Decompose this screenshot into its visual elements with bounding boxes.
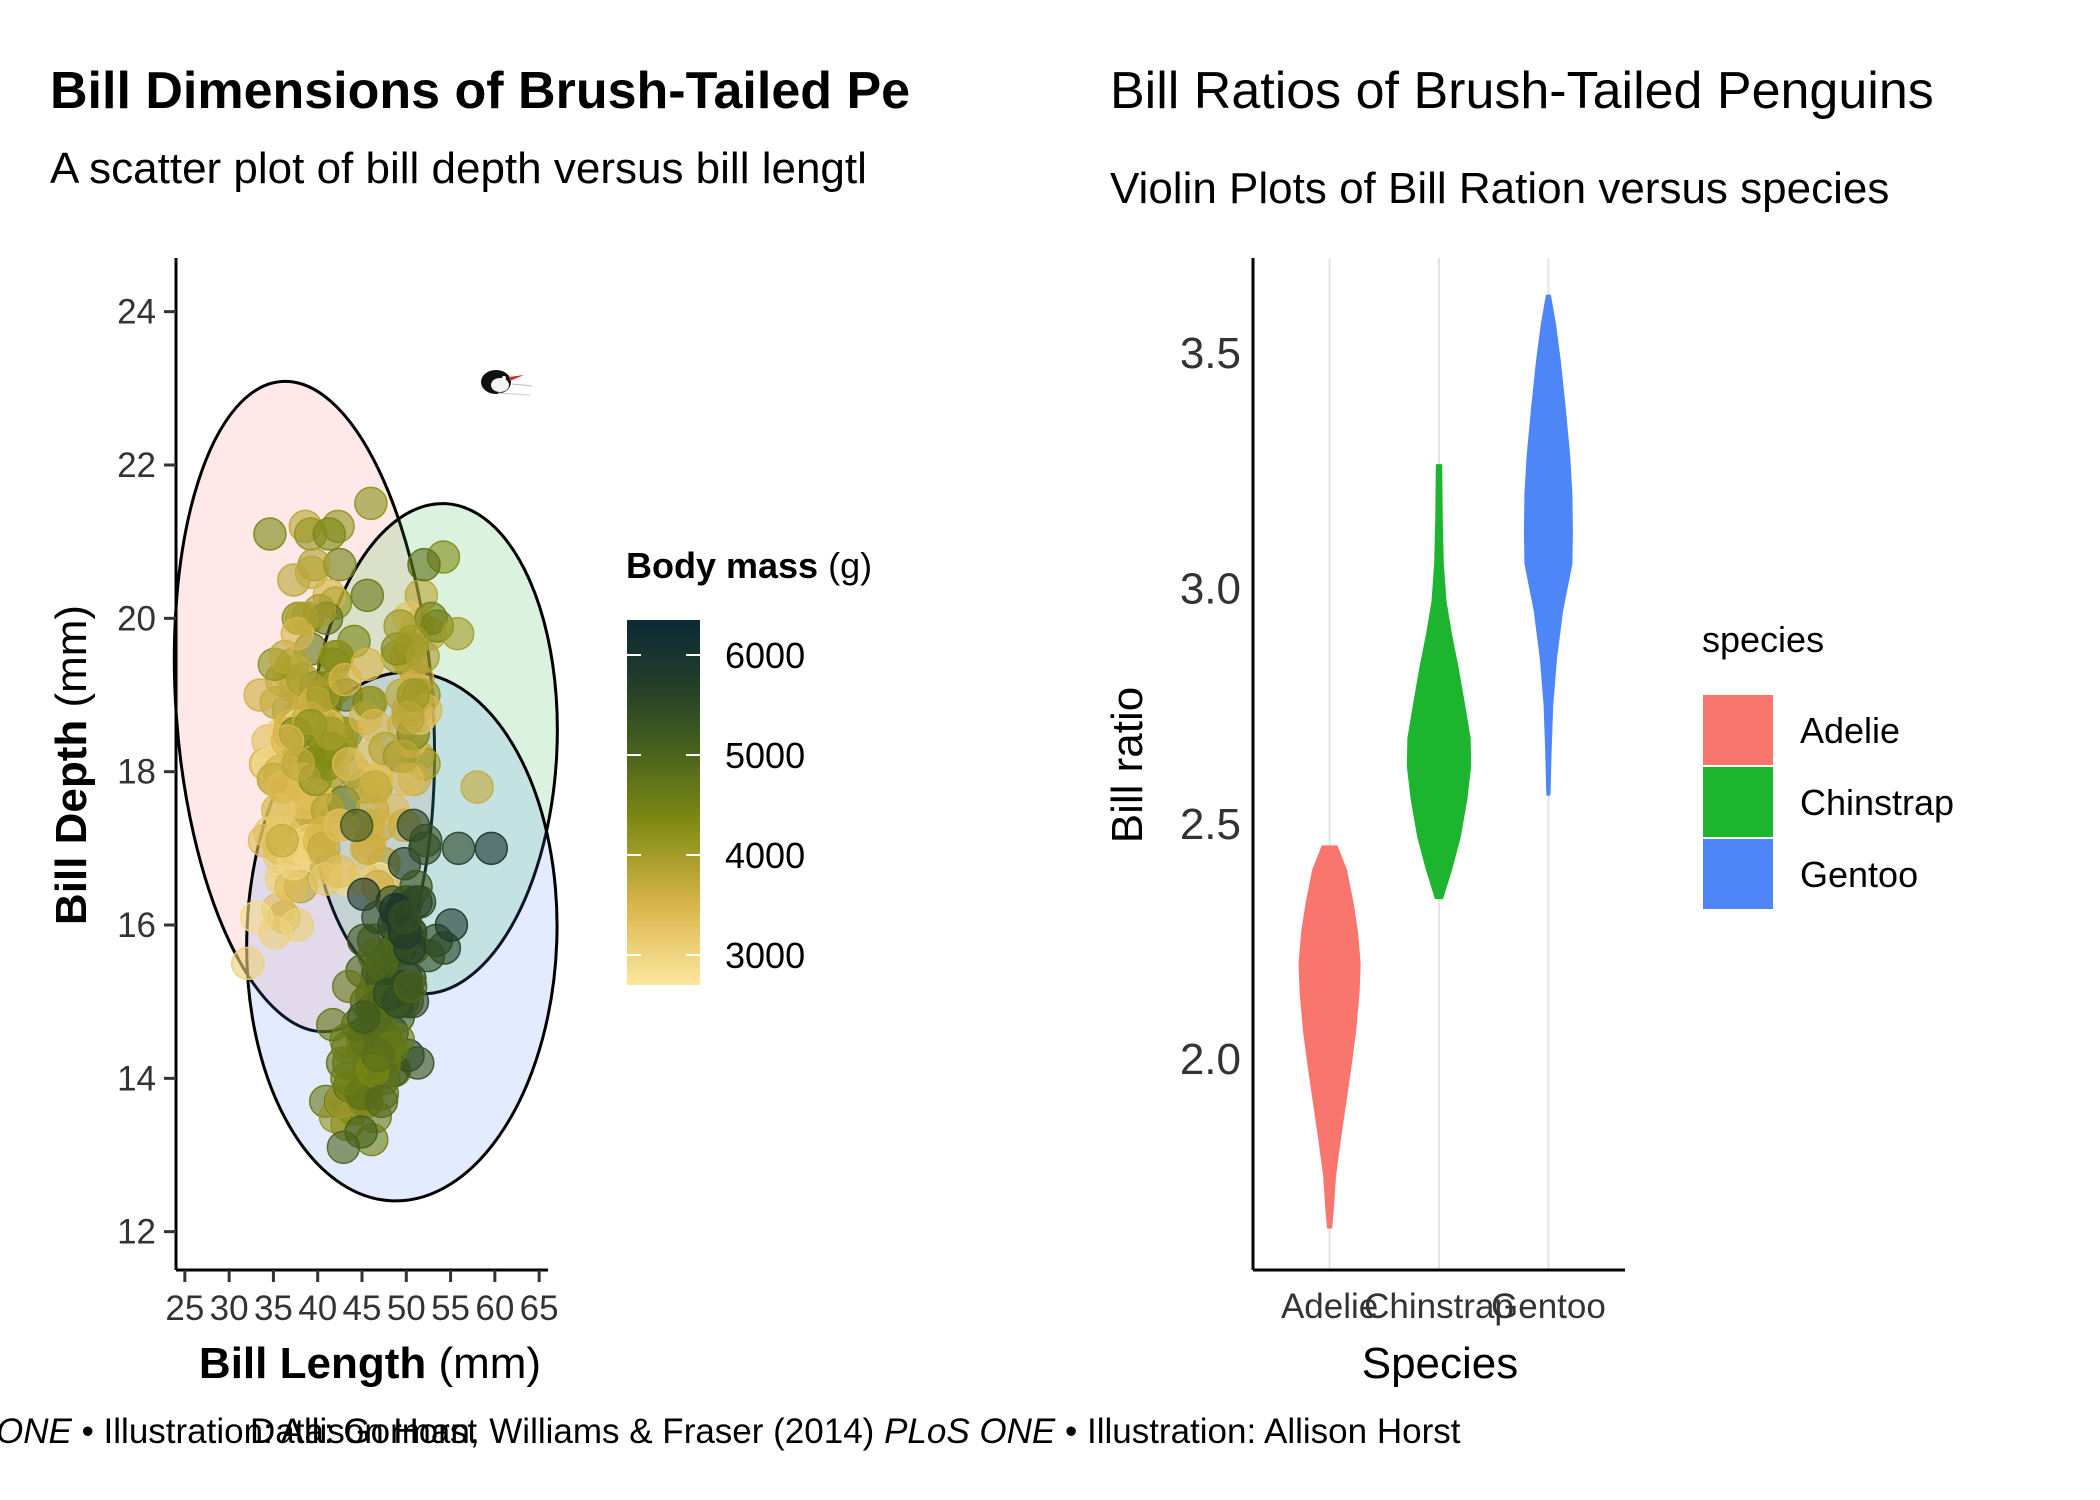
scatter-point [316, 1007, 350, 1042]
scatter-panel: Bill Dimensions of Brush-Tailed Pe A sca… [47, 62, 910, 1388]
species-key-gentoo [1701, 837, 1775, 911]
scatter-point [354, 486, 388, 521]
body-mass-legend: Body mass (g) 3000 4000 5000 6000 [626, 545, 872, 985]
scatter-x-tick-label: 25 [165, 1289, 204, 1328]
scatter-x-tick-label: 55 [431, 1289, 470, 1328]
violin-y-label: Bill ratio [1103, 687, 1152, 844]
violin-caption: Data: Gorman, Williams & Fraser (2014) P… [250, 1412, 1461, 1451]
scatter-point [344, 1115, 378, 1149]
scatter-point [434, 908, 469, 942]
scatter-y-tick-label: 12 [117, 1213, 156, 1252]
scatter-point [312, 517, 346, 551]
scatter-point [253, 517, 287, 551]
violin-adelie [1298, 845, 1361, 1229]
violin-y-tick-label: 3.0 [1180, 564, 1241, 613]
scatter-point [364, 1084, 399, 1119]
violin-x-tick-label: Adelie [1281, 1287, 1378, 1326]
scatter-point [265, 770, 300, 804]
scatter-point [441, 831, 476, 866]
scatter-point [258, 915, 292, 950]
scatter-point [460, 770, 494, 804]
scatter-point [388, 900, 423, 935]
violin-y-tick-label: 2.0 [1180, 1035, 1241, 1084]
violin-chinstrap [1406, 464, 1472, 900]
scatter-point [407, 547, 441, 582]
violin-panel: Bill Ratios of Brush-Tailed Penguins Vio… [1103, 62, 1954, 1388]
colorbar-tick-label: 6000 [725, 635, 805, 676]
violin-y-tick-label: 2.5 [1180, 800, 1241, 849]
scatter-y-tick-label: 18 [117, 753, 156, 792]
scatter-point [391, 701, 425, 735]
violin-x-label: Species [1362, 1339, 1519, 1388]
scatter-point [409, 823, 443, 858]
scatter-x-tick-label: 40 [298, 1289, 337, 1328]
penguin-icon [481, 370, 533, 396]
species-legend: species Adelie Chinstrap Gentoo [1701, 619, 1954, 911]
scatter-plot-area: 12 14 16 18 20 22 24 25 30 35 40 45 50 55 60 65 [117, 258, 559, 1328]
colorbar-tick-label: 4000 [725, 835, 805, 876]
scatter-point [361, 1038, 395, 1073]
scatter-point [331, 969, 366, 1004]
scatter-x-tick-label: 45 [343, 1289, 382, 1328]
scatter-y-tick-label: 16 [117, 906, 156, 945]
scatter-title: Bill Dimensions of Brush-Tailed Pe [50, 62, 910, 120]
scatter-point [401, 1046, 435, 1080]
scatter-point [347, 1000, 381, 1034]
violin-x-tick-label: Gentoo [1491, 1287, 1606, 1326]
scatter-point [406, 639, 440, 674]
species-key-adelie [1701, 693, 1775, 767]
violin-title: Bill Ratios of Brush-Tailed Penguins [1110, 62, 1934, 120]
scatter-y-tick-label: 20 [117, 599, 156, 638]
scatter-x-tick-label: 65 [520, 1289, 559, 1328]
scatter-point [393, 969, 428, 1004]
violin-subtitle: Violin Plots of Bill Ration versus speci… [1110, 164, 1889, 213]
scatter-point [265, 823, 300, 858]
scatter-point [383, 609, 417, 643]
scatter-point [243, 678, 277, 712]
scatter-point [350, 578, 385, 613]
colorbar-tick-label: 3000 [725, 935, 805, 976]
scatter-point [281, 747, 315, 781]
scatter-point [314, 716, 348, 751]
species-key-chinstrap [1701, 765, 1775, 839]
scatter-point [364, 946, 399, 981]
scatter-y-tick-label: 14 [117, 1059, 156, 1098]
scatter-x-tick-label: 50 [387, 1289, 426, 1328]
scatter-point [339, 808, 374, 843]
scatter-subtitle: A scatter plot of bill depth versus bill… [50, 144, 867, 193]
scatter-point [350, 647, 385, 682]
scatter-point [393, 931, 427, 965]
scatter-point [277, 563, 311, 597]
species-key-label: Gentoo [1800, 854, 1918, 895]
scatter-x-label: Bill Length (mm) [199, 1339, 541, 1388]
violin-y-tick-label: 3.5 [1180, 329, 1241, 378]
body-mass-colorbar [627, 620, 700, 985]
scatter-point [474, 831, 509, 866]
scatter-point [302, 593, 337, 628]
scatter-caption: ONE • Illustration: Allison Horst [0, 1412, 477, 1451]
species-key-label: Adelie [1800, 710, 1900, 751]
scatter-point [385, 739, 420, 774]
scatter-x-tick-label: 30 [210, 1289, 249, 1328]
scatter-point [280, 616, 315, 651]
scatter-point [440, 616, 475, 651]
species-legend-title: species [1702, 619, 1824, 660]
scatter-y-tick-label: 24 [117, 293, 156, 332]
colorbar-tick-label: 5000 [725, 735, 805, 776]
scatter-x-tick-label: 60 [475, 1289, 514, 1328]
violin-gentoo [1523, 294, 1573, 796]
scatter-x-tick-label: 35 [254, 1289, 293, 1328]
species-key-label: Chinstrap [1800, 782, 1954, 823]
scatter-y-tick-label: 22 [117, 446, 156, 485]
scatter-y-label: Bill Depth (mm) [47, 605, 96, 925]
violin-x-tick-label: Chinstrap [1364, 1287, 1514, 1326]
scatter-point [230, 946, 265, 981]
body-mass-legend-title: Body mass (g) [626, 545, 872, 586]
scatter-point [331, 747, 366, 781]
